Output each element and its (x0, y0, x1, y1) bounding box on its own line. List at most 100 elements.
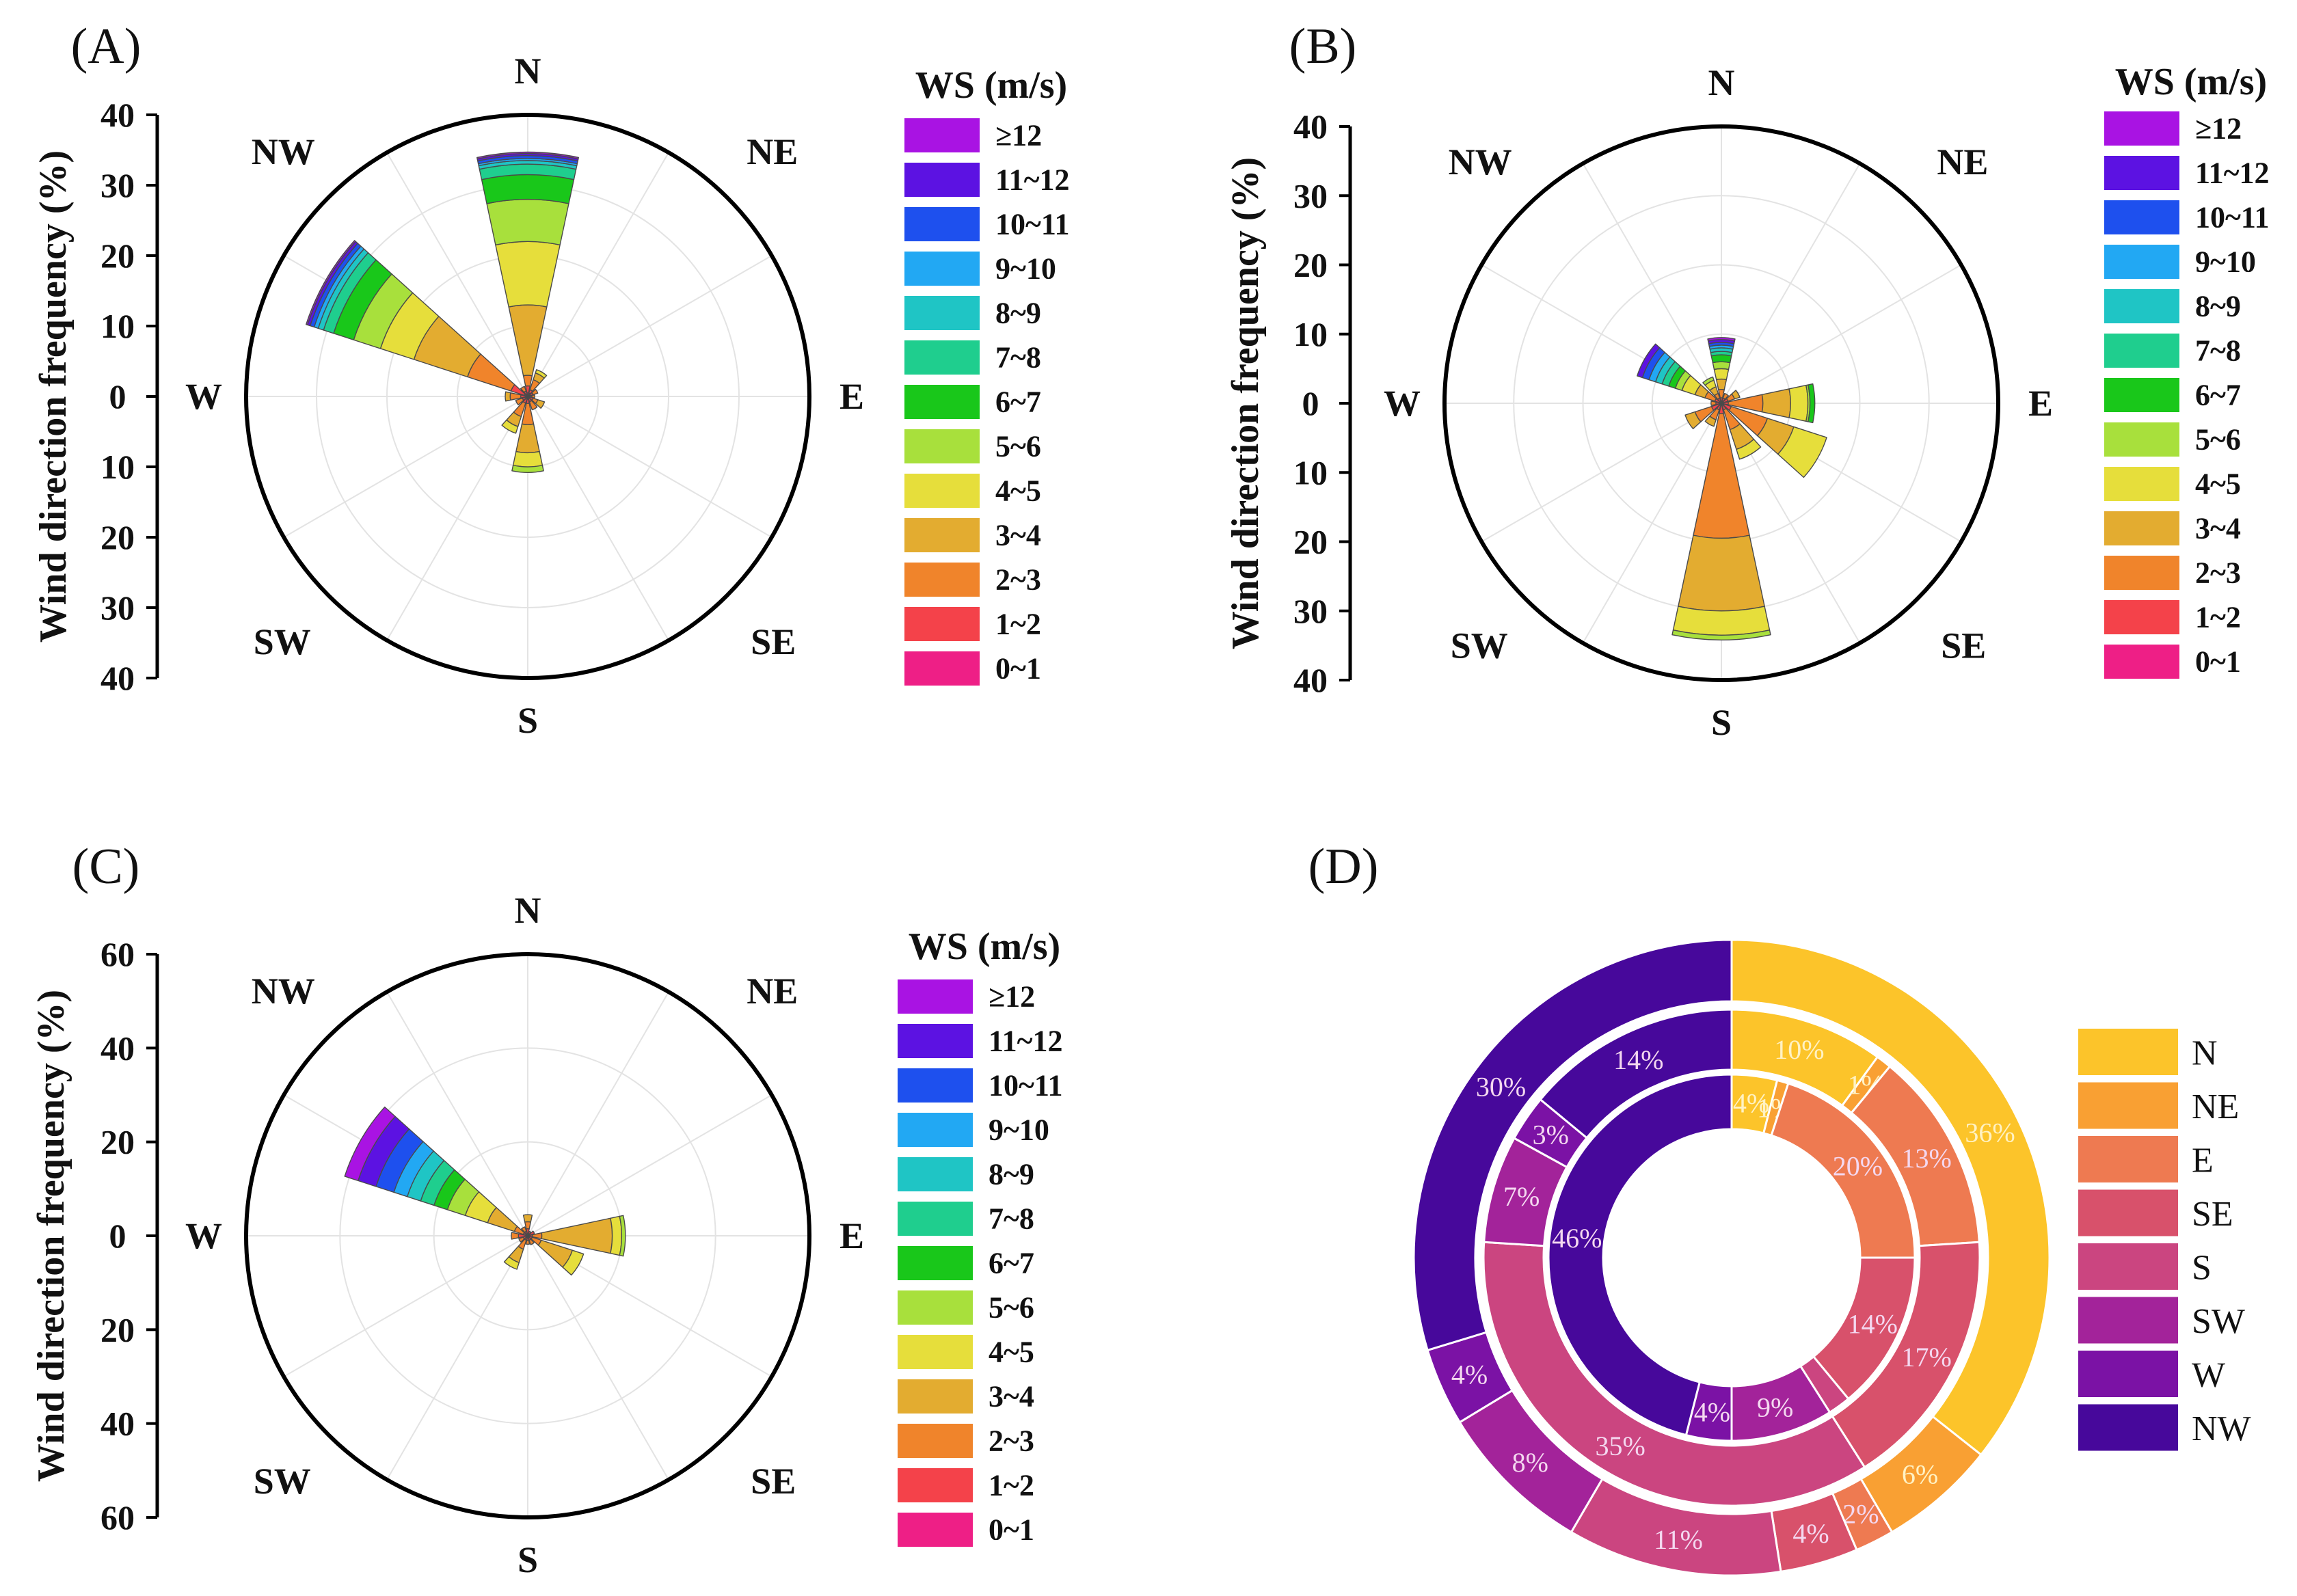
legend-swatch (2103, 554, 2181, 591)
legend-label: 11~12 (995, 163, 1069, 197)
direction-label: NE (1937, 141, 1988, 182)
y-tick-label: 0 (109, 1217, 126, 1255)
y-tick-label: 40 (1293, 107, 1328, 146)
donut-label: 11% (1654, 1524, 1703, 1555)
legend-label: 8~9 (989, 1158, 1034, 1191)
direction-label: SW (254, 1461, 311, 1502)
rose-segment (528, 400, 538, 411)
rose-segment (1702, 376, 1715, 386)
legend-swatch (896, 1023, 974, 1059)
legend-label: 3~4 (989, 1380, 1034, 1414)
legend-swatch (896, 1156, 974, 1193)
rose-segment (1722, 392, 1729, 400)
legend-swatch (903, 117, 981, 154)
panel-label: (D) (1308, 839, 1379, 895)
rose-segment (521, 1226, 527, 1233)
rose-segment (1707, 337, 1736, 342)
legend-swatch (2103, 243, 2181, 280)
legend-label: 0~1 (2195, 645, 2241, 679)
windrose-1: (B) 40 30 20 10 0 10 20 30 40 Wind direction frequ… (1224, 18, 2269, 743)
legend-label: SE (2192, 1195, 2233, 1234)
donut-label: 2% (1842, 1499, 1879, 1530)
legend-label: 10~11 (989, 1069, 1062, 1103)
legend-label: 2~3 (2195, 556, 2241, 590)
legend-swatch (2103, 154, 2181, 191)
legend-title: WS (m/s) (909, 925, 1060, 968)
rose-segment (525, 1240, 530, 1245)
windrose-0: (A) 40 30 20 10 0 10 20 30 40 Wind direction frequ… (32, 18, 1069, 741)
legend-swatch (2103, 199, 2181, 236)
rose-segment (1777, 426, 1827, 478)
legend-swatch (903, 606, 981, 643)
legend-label: NE (2192, 1087, 2239, 1126)
legend-swatch (903, 428, 981, 465)
direction-label: SE (751, 1461, 796, 1502)
donut-label: 4% (1451, 1360, 1488, 1390)
rose-segment (1736, 438, 1762, 460)
y-axis-label: Wind direction frequency (%) (30, 990, 72, 1482)
direction-label: W (185, 376, 222, 417)
legend-swatch (2103, 510, 2181, 547)
y-tick-label: 20 (100, 518, 135, 556)
legend-label: 1~2 (2195, 601, 2241, 634)
legend-label: ≥12 (995, 119, 1042, 152)
legend-swatch (896, 1111, 974, 1148)
legend-swatch (2103, 377, 2181, 414)
rose-segment (1637, 343, 1661, 379)
rose-segment (1712, 361, 1731, 370)
legend-swatch (2103, 465, 2181, 502)
ring-separator (1475, 1001, 1988, 1514)
direction-label: E (2028, 383, 2053, 424)
legend-swatch (896, 1511, 974, 1548)
direction-label: W (1384, 383, 1421, 424)
donut-label: 36% (1965, 1117, 2015, 1148)
y-tick-label: 40 (1293, 661, 1328, 699)
legend-label: 8~9 (995, 297, 1041, 330)
direction-label: N (515, 51, 541, 92)
legend-swatch (903, 517, 981, 554)
legend-label: 1~2 (995, 608, 1041, 641)
donut-label: 9% (1757, 1392, 1793, 1422)
panel-label: (B) (1289, 18, 1357, 75)
legend-label: 4~5 (2195, 468, 2241, 501)
rose-segment (520, 386, 527, 393)
legend-swatch (2078, 1297, 2178, 1344)
direction-label: SW (254, 621, 311, 662)
legend-swatch (2103, 599, 2181, 636)
y-tick-label: 20 (1293, 246, 1328, 284)
rose-segment (535, 369, 548, 379)
legend-swatch (896, 1467, 974, 1504)
legend-label: ≥12 (989, 980, 1035, 1014)
direction-label: S (518, 1539, 538, 1580)
direction-label: S (518, 700, 538, 741)
legend-swatch (2103, 288, 2181, 325)
legend-label: 10~11 (2195, 201, 2269, 234)
rose-segment (476, 151, 580, 160)
direction-label: NW (252, 971, 315, 1012)
direction-label: SE (751, 621, 796, 662)
rose-segment (1671, 630, 1771, 640)
legend-label: SW (2192, 1302, 2245, 1341)
legend-label: 5~6 (995, 430, 1041, 463)
rose-segment (511, 1232, 520, 1240)
rose-segment (524, 1221, 531, 1230)
rose-segment (562, 1249, 585, 1276)
rose-segment (522, 375, 533, 387)
legend-label: 5~6 (989, 1291, 1034, 1325)
rose-segment (512, 450, 543, 468)
y-tick-label: 30 (1293, 592, 1328, 630)
rose-segment (619, 1215, 626, 1257)
grid-spoke (527, 1235, 669, 1480)
legend-label: 6~7 (989, 1247, 1034, 1280)
legend-label: 11~12 (2195, 157, 2269, 190)
y-axis-label: Wind direction frequency (%) (32, 150, 75, 643)
y-axis-label: Wind direction frequency (%) (1224, 157, 1267, 649)
y-tick-label: 20 (100, 1123, 135, 1161)
direction-label: NE (747, 131, 798, 172)
ring-separator (1543, 1069, 1920, 1446)
rose-segment (518, 1236, 525, 1243)
donut-label: 35% (1595, 1431, 1645, 1461)
rose-segment (1710, 401, 1717, 406)
legend-swatch (2078, 1243, 2178, 1290)
donut-label: 3% (1533, 1120, 1569, 1150)
